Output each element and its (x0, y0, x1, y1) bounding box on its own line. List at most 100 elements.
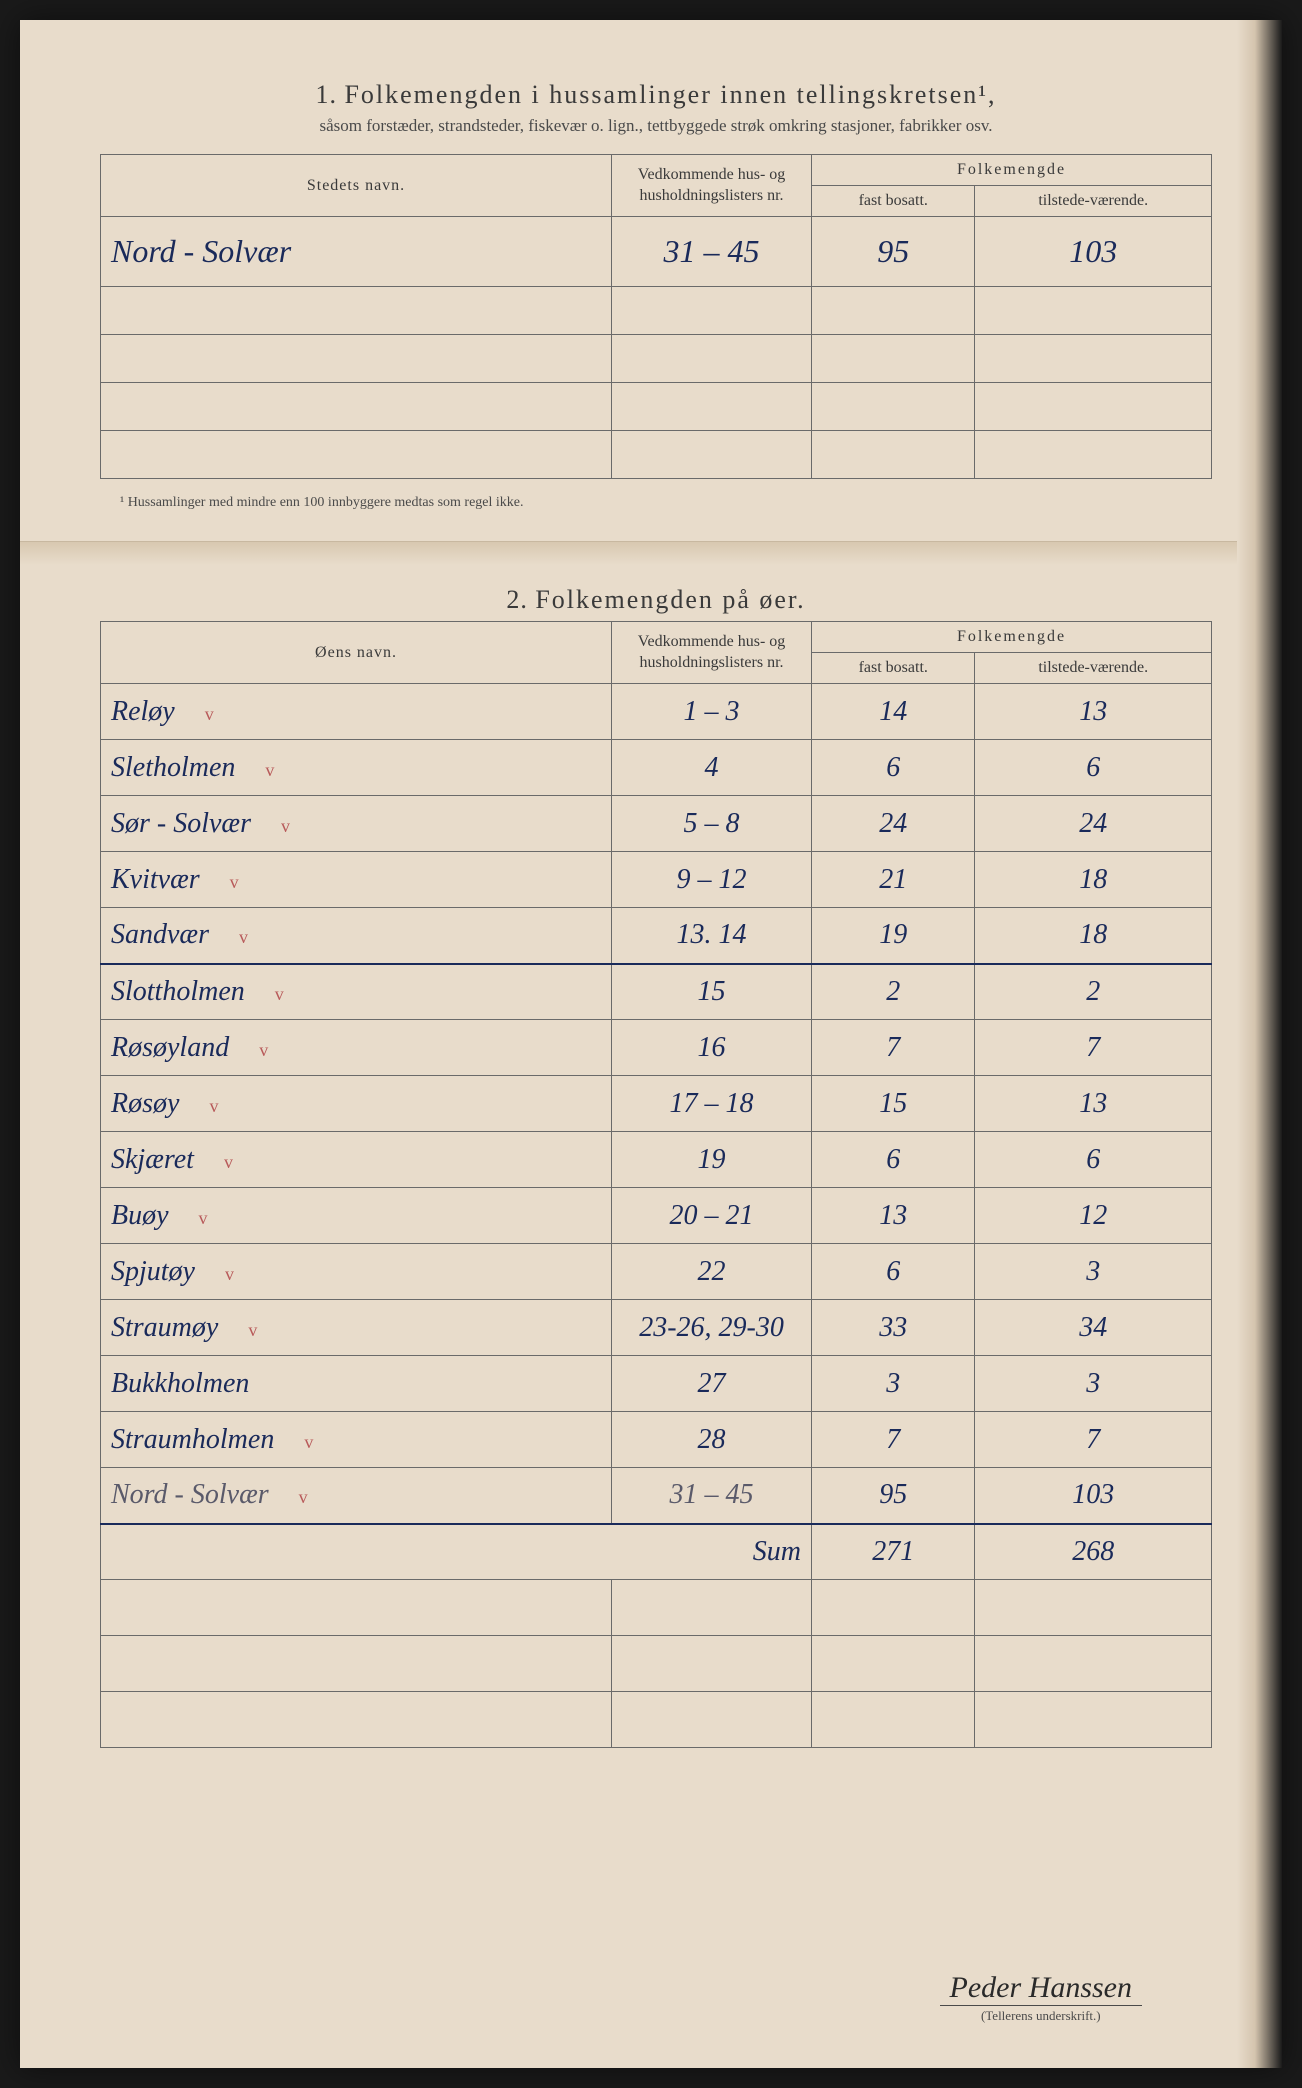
footnote: ¹ Hussamlinger med mindre enn 100 innbyg… (100, 489, 1212, 541)
list-nums: 4 (705, 752, 719, 783)
check-mark: v (229, 1040, 268, 1060)
pop-tilstede: 13 (1079, 1088, 1107, 1119)
sum-fast: 271 (872, 1536, 914, 1567)
island-name: Reløy (111, 696, 175, 727)
island-name: Nord - Solvær (111, 1479, 269, 1510)
island-name: Slottholmen (111, 976, 245, 1007)
col-lists: Vedkommende hus- og husholdningslisters … (612, 155, 812, 217)
table-row: Buøyv 20 – 21 13 12 (101, 1188, 1212, 1244)
section-1: 1. Folkemengden i hussamlinger innen tel… (100, 80, 1212, 541)
pop-fast: 6 (886, 1256, 900, 1287)
table-row: Straumholmenv2877 (101, 1412, 1212, 1468)
table-row: Nord - Solvær 31 – 45 95 103 (101, 217, 1212, 287)
table-row: Slottholmenv1522 (101, 964, 1212, 1020)
pop-fast: 15 (879, 1088, 907, 1119)
table-row: Røsøyv17 – 181513 (101, 1076, 1212, 1132)
list-nums: 5 – 8 (684, 808, 740, 839)
table-hussamlinger: Stedets navn. Vedkommende hus- og hushol… (100, 154, 1212, 479)
list-nums: 20 – 21 (670, 1200, 754, 1231)
check-mark: v (175, 704, 214, 724)
table-row: Skjæretv 19 6 6 (101, 1132, 1212, 1188)
check-mark: v (245, 984, 284, 1004)
list-nums: 28 (698, 1424, 726, 1455)
pop-tilstede: 24 (1079, 808, 1107, 839)
table-row: Sletholmenv466 (101, 740, 1212, 796)
island-name: Straumholmen (111, 1424, 274, 1455)
table-row: Sør - Solværv5 – 82424 (101, 796, 1212, 852)
check-mark: v (195, 1264, 234, 1284)
col-tilstede: tilstede-værende. (975, 186, 1212, 217)
pop-tilstede: 3 (1086, 1256, 1100, 1287)
check-mark: v (235, 760, 274, 780)
col-stedets-navn: Stedets navn. (101, 155, 612, 217)
list-nums: 19 (698, 1144, 726, 1175)
section1-title: 1. Folkemengden i hussamlinger innen tel… (100, 80, 1212, 110)
pop-tilstede: 18 (1079, 864, 1107, 895)
pop-tilstede: 18 (1079, 919, 1107, 950)
check-mark: v (169, 1208, 208, 1228)
list-nums: 31 – 45 (670, 1479, 754, 1510)
pop-fast: 6 (886, 1144, 900, 1175)
table-row: Reløyv1 – 31413 (101, 684, 1212, 740)
section1-subtitle: såsom forstæder, strandsteder, fiskevær … (100, 116, 1212, 136)
sum-row: Sum271268 (101, 1524, 1212, 1580)
check-mark: v (179, 1096, 218, 1116)
island-name: Kvitvær (111, 864, 200, 895)
island-name: Røsøyland (111, 1032, 229, 1063)
pop-fast: 14 (879, 696, 907, 727)
pop-fast: 19 (879, 919, 907, 950)
table-row: Straumøyv23-26, 29-303334 (101, 1300, 1212, 1356)
pop-tilstede: 7 (1086, 1032, 1100, 1063)
pop-fast: 3 (886, 1368, 900, 1399)
col-fast: fast bosatt. (812, 186, 975, 217)
signature-block: Peder Hanssen (Tellerens underskrift.) (940, 1971, 1142, 2024)
list-nums: 15 (698, 976, 726, 1007)
island-name: Buøy (111, 1200, 169, 1231)
sum-tilstede: 268 (1072, 1536, 1114, 1567)
list-nums: 1 – 3 (684, 696, 740, 727)
list-nums: 27 (698, 1368, 726, 1399)
table-row: Spjutøyv2263 (101, 1244, 1212, 1300)
pop-fast: 21 (879, 864, 907, 895)
pop-fast: 13 (879, 1200, 907, 1231)
table-row (101, 335, 1212, 383)
check-mark: v (274, 1432, 313, 1452)
section1-title-text: Folkemengden i hussamlinger innen tellin… (344, 80, 996, 109)
pop-tilstede: 6 (1086, 1144, 1100, 1175)
table2-body: Reløyv1 – 31413Sletholmenv466Sør - Solvæ… (101, 684, 1212, 1748)
col-tilstede: tilstede-værende. (975, 653, 1212, 684)
col-folkemengde: Folkemengde (812, 622, 1212, 653)
section1-number: 1. (315, 80, 337, 109)
list-nums: 23-26, 29-30 (639, 1312, 784, 1343)
pop-fast: 95 (879, 1479, 907, 1510)
pop-fast: 7 (886, 1032, 900, 1063)
pop-fast: 24 (879, 808, 907, 839)
table-oer: Øens navn. Vedkommende hus- og husholdni… (100, 621, 1212, 1748)
pop-fast: 2 (886, 976, 900, 1007)
col-fast: fast bosatt. (812, 653, 975, 684)
table-row: Bukkholmen2733 (101, 1356, 1212, 1412)
pop-tilstede: 6 (1086, 752, 1100, 783)
island-name: Sletholmen (111, 752, 235, 783)
signature-label: (Tellerens underskrift.) (940, 2008, 1142, 2024)
table-row: Kvitværv9 – 122118 (101, 852, 1212, 908)
col-folkemengde: Folkemengde (812, 155, 1212, 186)
pop-tilstede: 103 (1072, 1479, 1114, 1510)
table1-body: Nord - Solvær 31 – 45 95 103 (101, 217, 1212, 479)
check-mark: v (218, 1320, 257, 1340)
place-name: Nord - Solvær (111, 233, 291, 269)
table-row (101, 431, 1212, 479)
check-mark: v (194, 1152, 233, 1172)
pop-fast: 95 (877, 233, 909, 269)
paper-fold (20, 541, 1282, 565)
pop-fast: 33 (879, 1312, 907, 1343)
table-row: Nord - Solværv31 – 4595103 (101, 1468, 1212, 1524)
island-name: Sandvær (111, 919, 209, 950)
check-mark: v (200, 872, 239, 892)
pop-tilstede: 12 (1079, 1200, 1107, 1231)
island-name: Skjæret (111, 1144, 194, 1175)
section2-title-text: Folkemengden på øer. (535, 585, 805, 614)
check-mark: v (209, 927, 248, 947)
check-mark: v (251, 816, 290, 836)
table-row: Røsøylandv1677 (101, 1020, 1212, 1076)
